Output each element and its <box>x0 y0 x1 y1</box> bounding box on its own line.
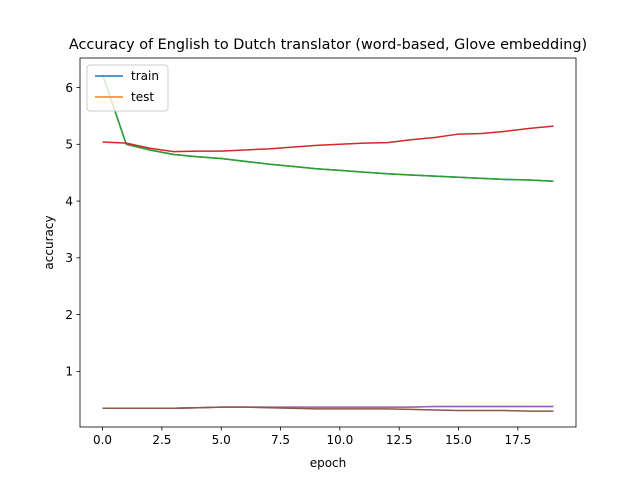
legend: train test <box>86 64 169 112</box>
x-axis: 0.0 2.5 5.0 7.5 10.0 12.5 15.0 17.5 <box>93 427 531 447</box>
series-layer <box>101 74 554 412</box>
series-line-series-4 <box>102 125 554 153</box>
y-axis-label: accuracy <box>42 215 56 269</box>
x-tick-label: 7.5 <box>271 433 290 447</box>
series-line-series-3 <box>101 74 554 182</box>
x-tick-label: 5.0 <box>212 433 231 447</box>
x-tick-label: 15.0 <box>445 433 472 447</box>
x-tick-label: 2.5 <box>152 433 171 447</box>
x-tick-label: 0.0 <box>93 433 112 447</box>
legend-label-test: test <box>131 90 154 104</box>
y-tick-label: 6 <box>65 81 73 95</box>
y-tick-label: 5 <box>65 138 73 152</box>
series-line-series-6 <box>102 406 554 412</box>
y-tick-label: 2 <box>65 308 73 322</box>
y-axis: 1 2 3 4 5 6 <box>65 81 80 379</box>
x-axis-label: epoch <box>310 456 347 470</box>
y-tick-label: 4 <box>65 194 73 208</box>
y-tick-label: 1 <box>65 365 73 379</box>
chart-title: Accuracy of English to Dutch translator … <box>69 37 587 53</box>
x-tick-label: 12.5 <box>386 433 413 447</box>
plot-frame <box>79 57 577 428</box>
legend-label-train: train <box>131 69 159 83</box>
x-tick-label: 10.0 <box>327 433 354 447</box>
x-tick-label: 17.5 <box>504 433 531 447</box>
y-tick-label: 3 <box>65 251 73 265</box>
